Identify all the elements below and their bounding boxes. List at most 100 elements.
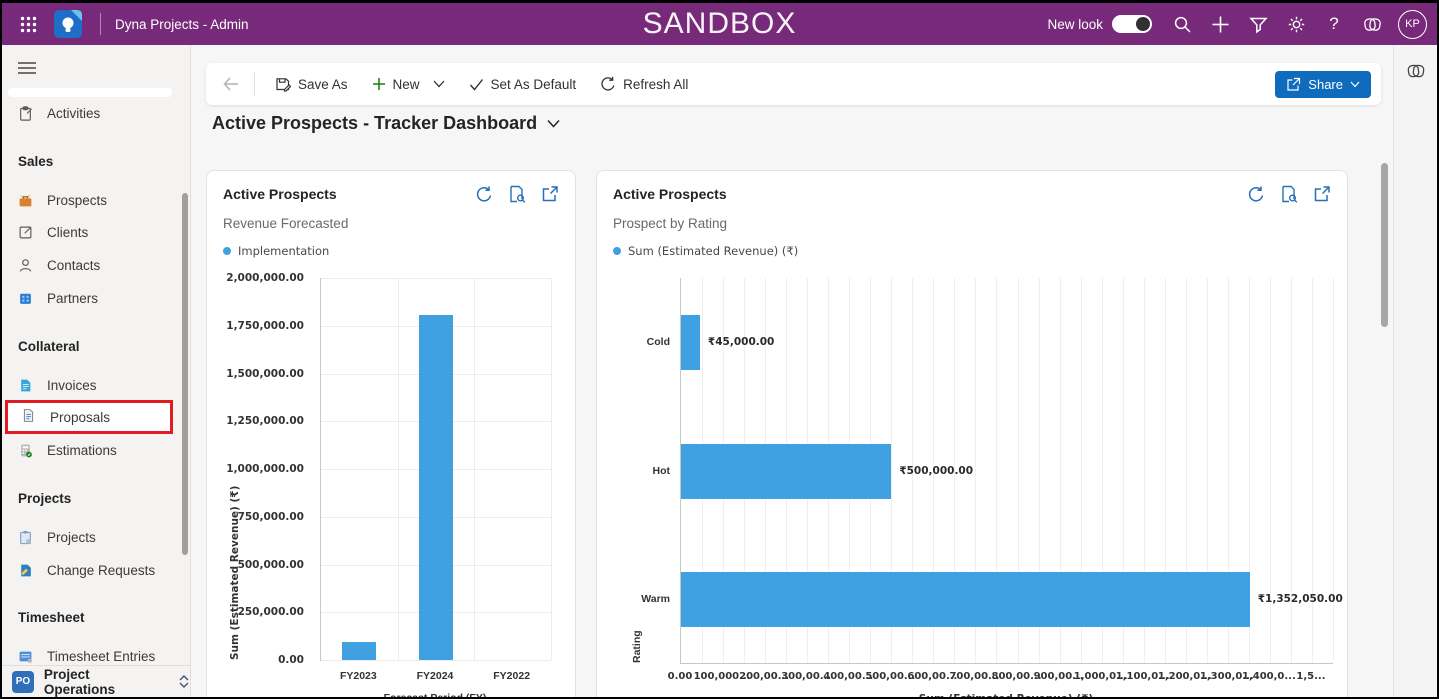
sidebar-item-invoices[interactable]: Invoices [2, 370, 190, 400]
settings-gear-icon[interactable] [1280, 8, 1312, 40]
sidebar-item-change-requests[interactable]: Change Requests [2, 555, 190, 585]
sidebar-item-contacts[interactable]: Contacts [2, 250, 190, 280]
refresh-icon[interactable] [475, 185, 493, 203]
x-axis-title: Forecast Period (FY) [320, 692, 550, 697]
hamburger-menu-icon[interactable] [14, 57, 40, 79]
plot-area [320, 278, 552, 661]
y-category-label: Cold [646, 336, 670, 349]
gridline [1017, 278, 1019, 663]
sidebar-item-projects[interactable]: Projects [2, 522, 190, 552]
filter-icon[interactable] [1242, 8, 1274, 40]
y-tick-label: 1,750,000.00 [226, 319, 304, 332]
x-tick-label: 500,00... [865, 671, 916, 682]
copilot-panel-icon[interactable] [1406, 61, 1426, 81]
new-look-toggle[interactable]: New look [1047, 15, 1152, 33]
copilot-icon[interactable] [1356, 8, 1388, 40]
area-switcher[interactable]: PO Project Operations [2, 665, 190, 697]
sidebar-item-partners[interactable]: Partners [2, 283, 190, 313]
change-requests-icon [18, 563, 33, 578]
bar-value-label: ₹45,000.00 [707, 336, 775, 349]
sidebar-section-timesheet: Timesheet [18, 610, 85, 625]
gridline [397, 278, 399, 660]
user-avatar[interactable]: KP [1398, 9, 1427, 39]
sitemap-sidebar: Activities Sales Prospects Clients [2, 45, 191, 697]
scrolled-item-remnant [8, 88, 172, 97]
projects-icon [18, 530, 33, 545]
sidebar-section-projects: Projects [18, 491, 72, 506]
expand-icon[interactable] [1313, 185, 1331, 203]
checkmark-icon [469, 78, 483, 91]
gridline [551, 278, 552, 660]
sidebar-item-estimations[interactable]: Estimations [2, 435, 190, 465]
gridline [1311, 278, 1313, 663]
contacts-icon [18, 258, 33, 273]
view-records-icon[interactable] [508, 185, 526, 203]
bar-fy2024[interactable] [419, 315, 453, 660]
share-button[interactable]: Share [1275, 70, 1371, 98]
y-category-label: Hot [652, 464, 671, 477]
refresh-icon[interactable] [1247, 185, 1265, 203]
gridline [1333, 278, 1334, 663]
bar-cold[interactable] [681, 315, 700, 371]
help-icon[interactable]: ? [1329, 14, 1339, 33]
y-tick-label: 0.00 [278, 654, 304, 666]
back-arrow-icon[interactable] [216, 69, 246, 99]
app-launcher-icon[interactable] [12, 8, 44, 40]
app-name[interactable]: Dyna Projects - Admin [115, 16, 249, 32]
chart-legend: Implementation [223, 244, 559, 258]
bar-fy2023[interactable] [342, 642, 377, 660]
legend-marker [613, 247, 621, 255]
x-tick-label: 1,100,0... [1115, 671, 1170, 682]
new-look-label: New look [1047, 16, 1103, 32]
gridline [1143, 278, 1145, 663]
x-category-label: FY2024 [416, 670, 454, 682]
share-dropdown-chevron-icon [1350, 81, 1360, 87]
activities-icon [18, 105, 33, 121]
prospects-icon [18, 193, 33, 208]
new-plus-icon [372, 78, 385, 90]
search-icon[interactable] [1166, 8, 1198, 40]
quick-create-icon[interactable] [1204, 8, 1236, 40]
sidebar-item-prospects[interactable]: Prospects [2, 185, 190, 215]
share-icon [1287, 77, 1301, 91]
y-category-label: Warm [641, 592, 670, 605]
x-tick-label: 200,00... [739, 671, 790, 682]
y-tick-label: 750,000.00 [237, 510, 304, 523]
toggle-switch[interactable] [1112, 15, 1152, 33]
x-tick-label: 700,00... [949, 671, 1000, 682]
gridline [933, 278, 935, 663]
save-as-button[interactable]: Save As [263, 69, 360, 99]
x-tick-label: 0.00 [667, 671, 693, 682]
new-button[interactable]: New [360, 69, 457, 99]
gridline [474, 278, 476, 660]
chart-card-revenue-forecasted: Active Prospects [206, 170, 576, 697]
gridline [996, 278, 998, 663]
view-records-icon[interactable] [1280, 185, 1298, 203]
sidebar-item-activities[interactable]: Activities [2, 98, 190, 128]
sidebar-item-timesheet-entries[interactable]: Timesheet Entries [2, 641, 190, 671]
legend-label: Implementation [238, 244, 330, 258]
app-logo-icon[interactable] [54, 10, 82, 38]
gridline [1059, 278, 1061, 663]
main-scrollbar[interactable] [1381, 163, 1388, 327]
command-bar: Save As New Set As Default [206, 63, 1381, 105]
gridline [1101, 278, 1103, 663]
dashboard-selector-chevron-icon [547, 119, 560, 128]
bar-hot[interactable] [681, 443, 892, 499]
set-as-default-button[interactable]: Set As Default [457, 69, 589, 99]
expand-icon[interactable] [541, 185, 559, 203]
sidebar-section-collateral: Collateral [18, 339, 80, 354]
sidebar-item-clients[interactable]: Clients [2, 217, 190, 247]
gridline [1164, 278, 1166, 663]
refresh-all-button[interactable]: Refresh All [588, 69, 700, 99]
legend-label: Sum (Estimated Revenue) (₹) [628, 244, 799, 258]
toggle-knob [1136, 17, 1150, 31]
dashboard-title[interactable]: Active Prospects - Tracker Dashboard [212, 113, 560, 134]
x-tick-label: 400,00... [823, 671, 874, 682]
sidebar-scrollbar[interactable] [182, 193, 188, 555]
gridline [321, 278, 551, 279]
bar-warm[interactable] [681, 571, 1250, 627]
sidebar-item-proposals-highlighted[interactable]: Proposals [5, 400, 173, 434]
area-switcher-chevrons-icon [179, 675, 189, 688]
